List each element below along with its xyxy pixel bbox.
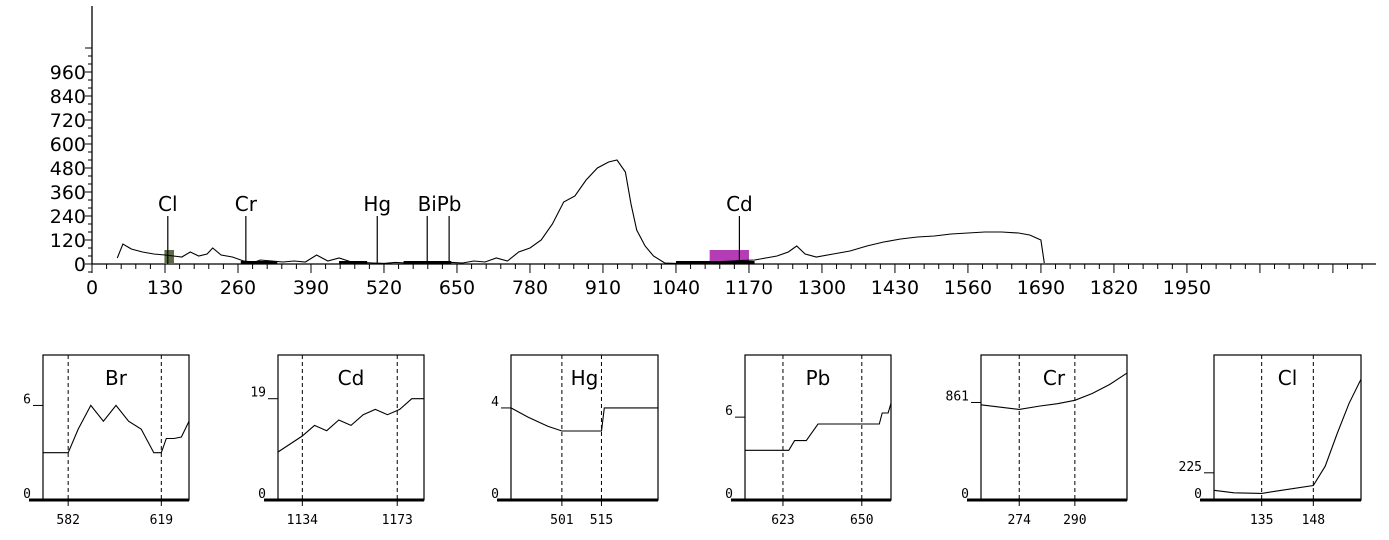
zoom-y-tick-label: 6: [23, 392, 31, 407]
marker-label-cd: Cd: [726, 192, 753, 216]
marker-label-bi: Bi: [418, 192, 437, 216]
zoom-x-tick-label: 148: [1302, 513, 1325, 528]
y-tick-label: 480: [50, 158, 86, 180]
zoom-curve-pb: [745, 403, 892, 451]
zoom-y-tick-label: 0: [725, 487, 733, 502]
spectrum-line: [116, 159, 1045, 264]
x-tick-label: 910: [585, 277, 621, 299]
zoom-y-tick-label: 0: [1194, 487, 1202, 502]
y-tick-label: 240: [50, 206, 86, 228]
zoom-x-tick-label: 501: [550, 513, 573, 528]
x-tick-label: 1170: [725, 277, 773, 299]
zoom-x-tick-label: 135: [1250, 513, 1273, 528]
zoom-title-cd: Cd: [338, 366, 365, 390]
zoom-x-tick-label: 274: [1007, 513, 1031, 528]
x-tick-label: 780: [512, 277, 548, 299]
x-tick-label: 1430: [871, 277, 919, 299]
zoom-y-tick-label: 4: [491, 395, 499, 410]
zoom-title-hg: Hg: [571, 366, 599, 390]
zoom-y-tick-label: 225: [1179, 460, 1202, 475]
x-tick-label: 1560: [944, 277, 992, 299]
zoom-curve-cl: [1213, 378, 1362, 494]
y-tick-label: 840: [50, 86, 86, 108]
x-tick-label: 1040: [652, 277, 700, 299]
x-tick-label: 0: [86, 277, 98, 299]
zoom-y-tick-label: 0: [258, 487, 266, 502]
zoom-curve-hg: [510, 407, 658, 432]
zoom-y-tick-label: 19: [250, 386, 266, 401]
zoom-y-tick-label: 0: [961, 487, 969, 502]
x-tick-label: 1300: [798, 277, 846, 299]
zoom-y-tick-label: 861: [946, 389, 969, 404]
zoom-y-tick-label: 6: [725, 404, 733, 419]
zoom-curve-cr: [980, 372, 1128, 410]
zoom-y-tick-label: 0: [23, 487, 31, 502]
y-tick-label: 960: [50, 62, 86, 84]
y-tick-label: 600: [50, 134, 86, 156]
y-tick-label: 0: [74, 254, 86, 276]
zoom-title-cr: Cr: [1043, 366, 1066, 390]
y-tick-label: 120: [50, 230, 86, 252]
marker-label-cl: Cl: [158, 192, 178, 216]
zoom-x-tick-label: 619: [150, 513, 173, 528]
x-tick-label: 130: [147, 277, 183, 299]
marker-label-pb: Pb: [437, 192, 462, 216]
x-tick-label: 1820: [1090, 277, 1138, 299]
marker-label-cr: Cr: [235, 192, 258, 216]
zoom-x-tick-label: 650: [850, 513, 873, 528]
y-tick-label: 360: [50, 182, 86, 204]
zoom-title-br: Br: [105, 366, 128, 390]
zoom-x-tick-label: 1173: [382, 513, 413, 528]
x-tick-label: 650: [439, 277, 475, 299]
zoom-x-tick-label: 582: [56, 513, 79, 528]
zoom-x-tick-label: 1134: [287, 513, 318, 528]
zoom-y-tick-label: 0: [491, 487, 499, 502]
y-tick-label: 720: [50, 110, 86, 132]
x-tick-label: 390: [293, 277, 329, 299]
x-tick-label: 260: [220, 277, 256, 299]
peak-band: [164, 250, 174, 264]
x-tick-label: 1690: [1017, 277, 1065, 299]
x-tick-label: 1950: [1163, 277, 1211, 299]
zoom-curve-br: [43, 404, 190, 454]
zoom-x-tick-label: 623: [771, 513, 794, 528]
zoom-title-cl: Cl: [1278, 366, 1298, 390]
zoom-curve-cd: [277, 398, 424, 453]
x-tick-label: 520: [366, 277, 402, 299]
zoom-x-tick-label: 290: [1063, 513, 1086, 528]
marker-label-hg: Hg: [363, 192, 391, 216]
zoom-x-tick-label: 515: [590, 513, 613, 528]
zoom-title-pb: Pb: [806, 366, 831, 390]
